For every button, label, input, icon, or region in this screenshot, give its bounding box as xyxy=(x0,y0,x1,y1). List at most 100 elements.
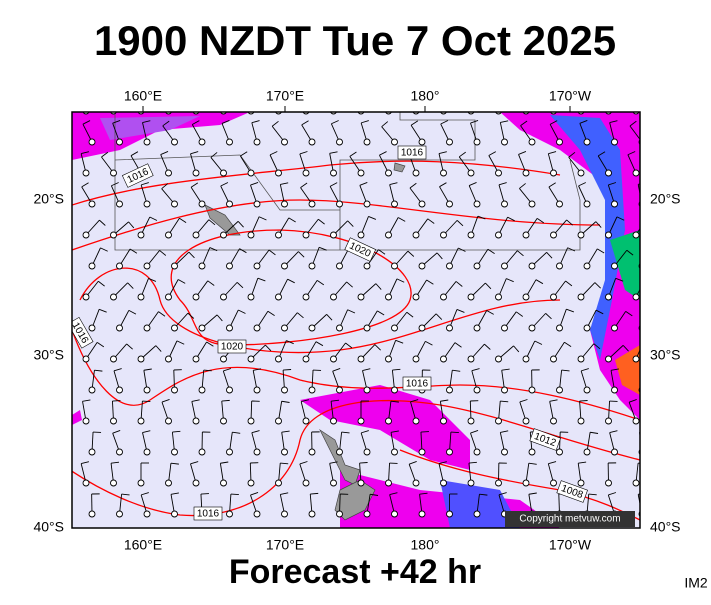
barb-station xyxy=(606,418,612,424)
barb-feather xyxy=(647,218,654,222)
barb-station xyxy=(413,418,419,424)
barb-feather xyxy=(242,90,249,94)
barb-station xyxy=(337,139,343,145)
barb-station xyxy=(89,387,95,393)
barb-station xyxy=(309,139,315,145)
barb-station xyxy=(523,232,529,238)
barb-station xyxy=(364,139,370,145)
barb-station xyxy=(529,139,535,145)
barb-station xyxy=(447,325,453,331)
barb-station xyxy=(468,418,474,424)
isobar-label: 1016 xyxy=(194,507,222,520)
barb-station xyxy=(144,325,150,331)
barb-station xyxy=(606,232,612,238)
barb-station xyxy=(441,108,447,114)
barb-station xyxy=(606,108,612,114)
barb-station xyxy=(111,480,117,486)
barb-station xyxy=(557,325,563,331)
barb-station xyxy=(172,449,178,455)
barb-station xyxy=(337,201,343,207)
barb-station xyxy=(276,356,282,362)
barb-station xyxy=(529,325,535,331)
barb-station xyxy=(496,418,502,424)
barb-station xyxy=(612,139,618,145)
barb-station xyxy=(447,263,453,269)
barb-station xyxy=(227,511,233,517)
barb-staff xyxy=(641,370,642,390)
barb-staff xyxy=(242,93,251,111)
barb-feather xyxy=(321,90,327,95)
barb-station xyxy=(633,232,639,238)
barb-station xyxy=(496,294,502,300)
barb-station xyxy=(331,418,337,424)
lat-label-left: 30°S xyxy=(33,347,64,363)
barb-station xyxy=(474,449,480,455)
barb-station xyxy=(331,480,337,486)
lon-label-bottom: 180° xyxy=(411,537,440,553)
barb-station xyxy=(83,170,89,176)
barb-station xyxy=(364,387,370,393)
barb-feather xyxy=(520,90,528,92)
barb-station xyxy=(496,170,502,176)
barb-station xyxy=(282,139,288,145)
barb-station xyxy=(89,449,95,455)
barb-station xyxy=(117,325,123,331)
barb-station xyxy=(144,139,150,145)
barb-station xyxy=(111,170,117,176)
barb-station xyxy=(89,325,95,331)
barb-staff xyxy=(351,94,361,111)
barb-station xyxy=(303,418,309,424)
barb-station xyxy=(612,325,618,331)
isobar-label: 1016 xyxy=(398,146,426,159)
barb-station xyxy=(276,480,282,486)
barb-feather xyxy=(162,89,170,92)
barb-station xyxy=(83,356,89,362)
barb-station xyxy=(468,294,474,300)
barb-station xyxy=(254,387,260,393)
barb-station xyxy=(386,418,392,424)
barb-station xyxy=(83,480,89,486)
barb-station xyxy=(557,139,563,145)
barb-staff xyxy=(192,91,196,111)
barb-station xyxy=(337,387,343,393)
barb-station xyxy=(138,480,144,486)
barb-station xyxy=(227,387,233,393)
barb-station xyxy=(606,356,612,362)
barb-station xyxy=(358,356,364,362)
barb-station xyxy=(111,108,117,114)
barb-station xyxy=(117,449,123,455)
barb-station xyxy=(386,170,392,176)
barb-station xyxy=(386,232,392,238)
barb-station xyxy=(331,170,337,176)
barb-station xyxy=(474,511,480,517)
image-code: IM2 xyxy=(684,575,708,591)
barb-feather xyxy=(360,462,368,463)
barb-station xyxy=(606,294,612,300)
barb-station xyxy=(117,263,123,269)
barb-station xyxy=(364,263,370,269)
barb-station xyxy=(282,387,288,393)
barb-station xyxy=(248,356,254,362)
barb-station xyxy=(468,480,474,486)
barb-station xyxy=(221,294,227,300)
barb-station xyxy=(138,232,144,238)
barb-staff xyxy=(381,93,389,111)
lon-label-top: 180° xyxy=(411,88,440,104)
barb-station xyxy=(172,263,178,269)
barb-station xyxy=(248,294,254,300)
lon-label-bottom: 170°W xyxy=(549,537,592,553)
barb-station xyxy=(248,480,254,486)
barb-station xyxy=(447,387,453,393)
barb-station xyxy=(227,449,233,455)
lon-label-top: 170°W xyxy=(549,88,592,104)
barb-station xyxy=(282,263,288,269)
barb-station xyxy=(276,108,282,114)
barb-feather xyxy=(460,90,467,94)
barb-station xyxy=(172,325,178,331)
barb-station xyxy=(502,139,508,145)
barb-station xyxy=(199,325,205,331)
isobar-value: 1020 xyxy=(221,342,244,353)
barb-station xyxy=(612,201,618,207)
barb-station xyxy=(392,325,398,331)
